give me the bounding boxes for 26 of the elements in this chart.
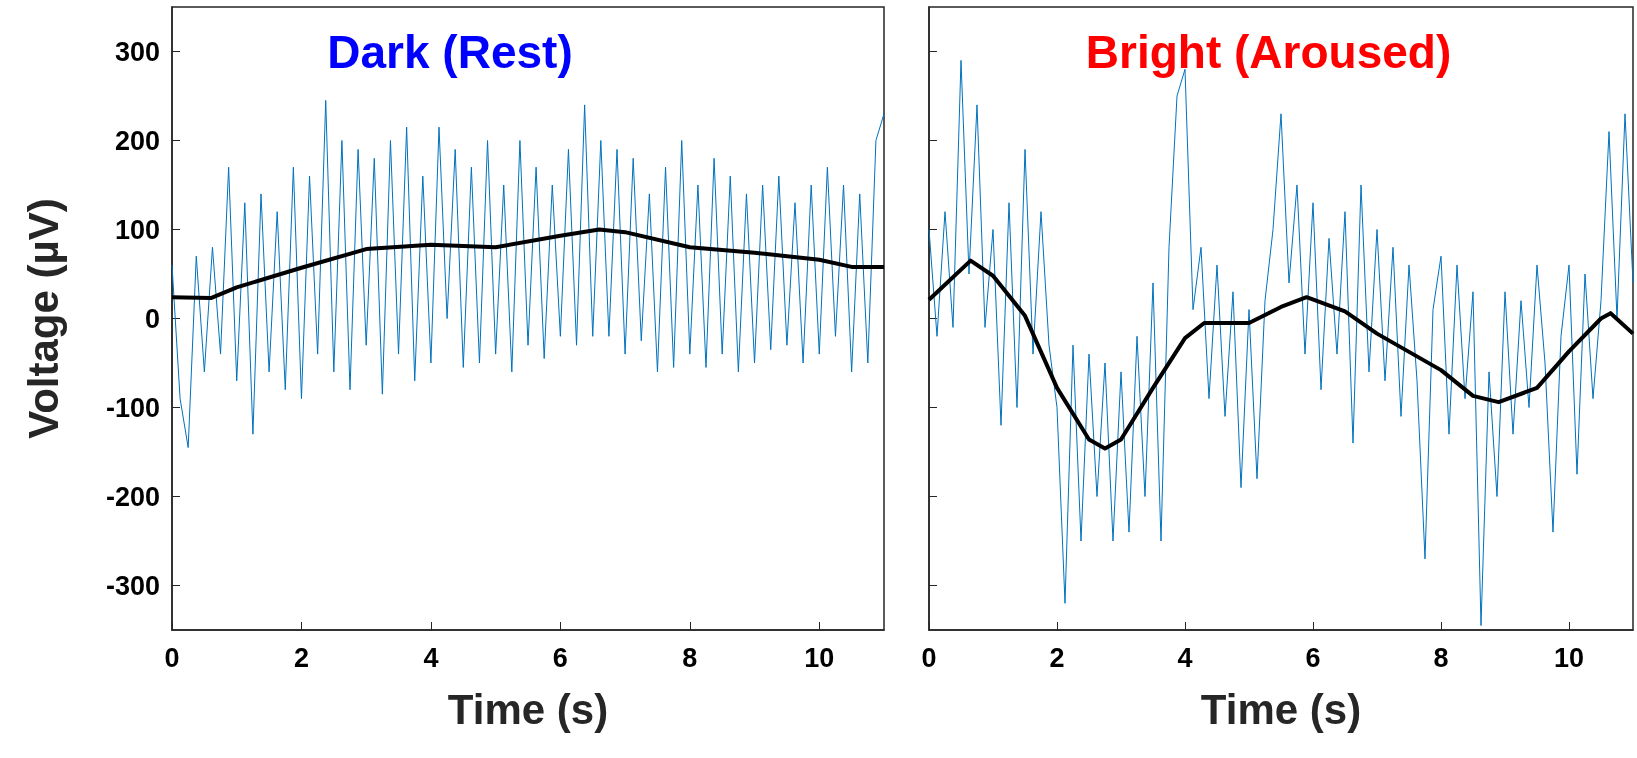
x-tick-label: 2 xyxy=(1049,642,1065,673)
chart-title: Bright (Aroused) xyxy=(1085,26,1452,78)
x-axis-title: Time (s) xyxy=(447,685,609,733)
line-series xyxy=(170,227,886,301)
y-tick-label: -300 xyxy=(105,570,160,601)
x-tick-label: 8 xyxy=(1433,642,1449,673)
chart-title: Dark (Rest) xyxy=(327,26,573,78)
x-tick-label: 4 xyxy=(1177,642,1193,673)
y-axis-title: Voltage (µV) xyxy=(19,198,67,439)
x-tick-label: 0 xyxy=(164,642,180,673)
x-tick-label: 0 xyxy=(921,642,937,673)
y-tick-label: 200 xyxy=(114,125,160,156)
y-tick-label: -200 xyxy=(105,481,160,512)
y-tick-label: 0 xyxy=(144,303,160,334)
x-tick-label: 10 xyxy=(1553,642,1585,673)
x-tick-label: 6 xyxy=(552,642,568,673)
x-tick-label: 2 xyxy=(293,642,309,673)
y-tick-label: 100 xyxy=(114,214,160,245)
line-series xyxy=(171,99,885,449)
y-tick-label: 300 xyxy=(114,36,160,67)
x-tick-label: 6 xyxy=(1305,642,1321,673)
y-tick-label: -100 xyxy=(105,392,160,423)
x-tick-label: 10 xyxy=(804,642,835,673)
x-tick-label: 4 xyxy=(423,642,439,673)
x-axis-title: Time (s) xyxy=(1200,685,1362,733)
x-tick-label: 8 xyxy=(682,642,698,673)
